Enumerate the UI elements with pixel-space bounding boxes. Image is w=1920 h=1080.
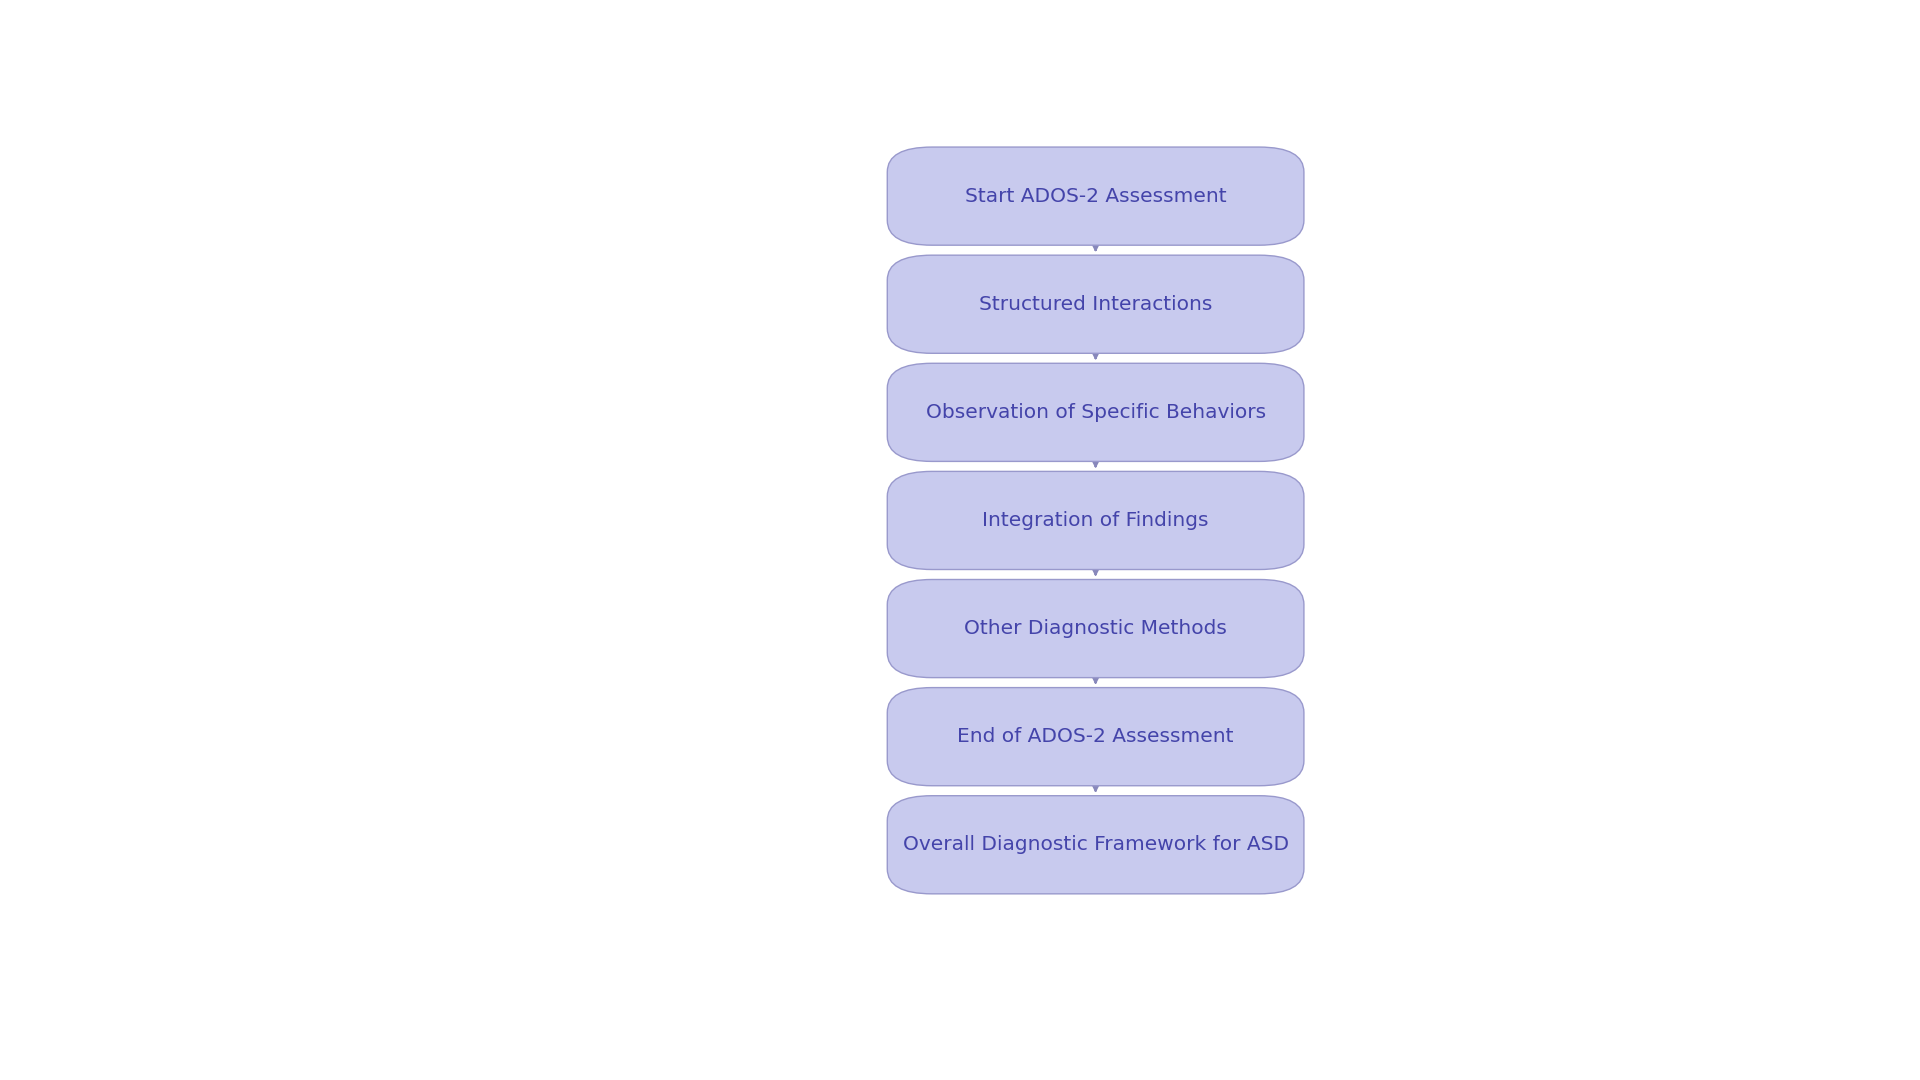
FancyBboxPatch shape: [887, 796, 1304, 894]
FancyBboxPatch shape: [887, 688, 1304, 786]
Text: Observation of Specific Behaviors: Observation of Specific Behaviors: [925, 403, 1265, 422]
Text: End of ADOS-2 Assessment: End of ADOS-2 Assessment: [958, 727, 1235, 746]
Text: Other Diagnostic Methods: Other Diagnostic Methods: [964, 619, 1227, 638]
FancyBboxPatch shape: [887, 363, 1304, 461]
FancyBboxPatch shape: [887, 255, 1304, 353]
Text: Overall Diagnostic Framework for ASD: Overall Diagnostic Framework for ASD: [902, 835, 1288, 854]
Text: Integration of Findings: Integration of Findings: [983, 511, 1210, 530]
Text: Structured Interactions: Structured Interactions: [979, 295, 1212, 313]
Text: Start ADOS-2 Assessment: Start ADOS-2 Assessment: [964, 187, 1227, 205]
FancyBboxPatch shape: [887, 471, 1304, 569]
FancyBboxPatch shape: [887, 580, 1304, 677]
FancyBboxPatch shape: [887, 147, 1304, 245]
